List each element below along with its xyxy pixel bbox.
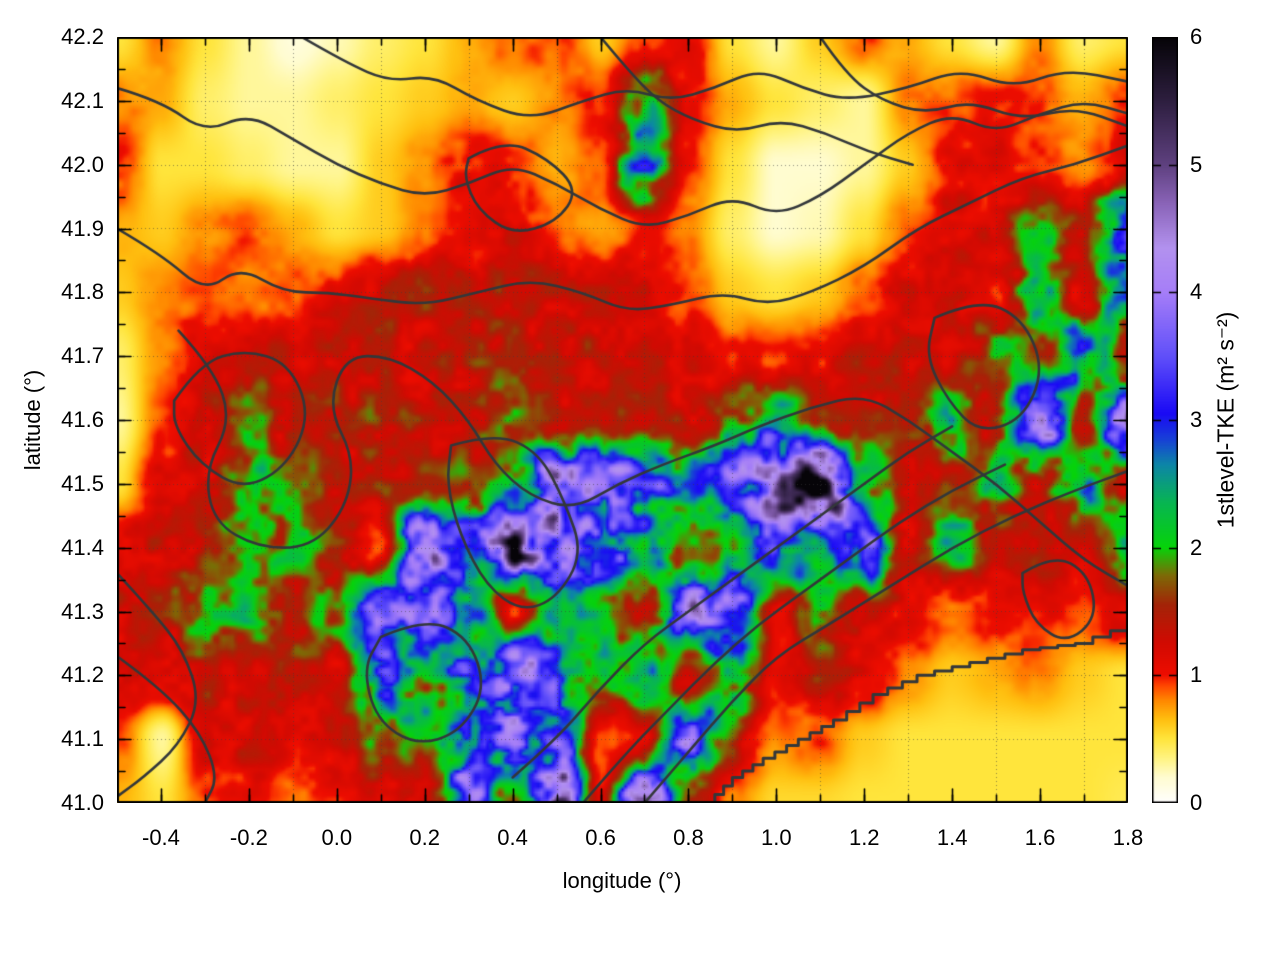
y-tick-label: 42.2: [61, 24, 104, 49]
y-tick-label: 41.6: [61, 407, 104, 432]
x-tick-label: -0.2: [229, 825, 268, 850]
x-tick-label: 0.8: [673, 825, 704, 850]
colorbar-tick-label: 6: [1190, 24, 1203, 49]
y-tick-label: 42.1: [61, 87, 104, 113]
y-tick-label: 41.8: [61, 279, 104, 305]
x-tick-label: 1.6: [1024, 825, 1056, 850]
x-tick-label: -0.4: [141, 825, 180, 850]
colorbar-tick-label: 3: [1190, 407, 1203, 432]
y-axis-label: latitude (°): [20, 369, 45, 471]
tke-heatmap: [117, 37, 1128, 803]
x-tick-label: 0.4: [497, 825, 528, 850]
y-tick-label: 41.4: [61, 534, 104, 560]
y-tick-label: 41.3: [61, 598, 104, 624]
y-tick-label: 41.5: [61, 470, 104, 496]
x-tick-label: 0.0: [321, 825, 353, 850]
colorbar: [1152, 37, 1178, 803]
y-tick-label: 42.0: [61, 151, 104, 177]
colorbar-tick-label: 0: [1190, 790, 1203, 815]
x-tick-label: 1.8: [1112, 825, 1144, 850]
x-tick-label: 1.0: [761, 825, 792, 850]
y-tick-label: 41.2: [61, 662, 104, 688]
colorbar-tick-label: 5: [1190, 151, 1203, 177]
x-tick-label: 1.2: [848, 825, 880, 850]
colorbar-tick-label: 4: [1190, 279, 1203, 305]
colorbar-tick-label: 1: [1190, 662, 1203, 688]
y-tick-label: 41.0: [61, 790, 104, 815]
colorbar-tick-label: 2: [1190, 534, 1203, 560]
x-tick-label: 0.2: [409, 825, 440, 850]
y-tick-label: 41.9: [61, 215, 104, 241]
x-tick-label: 1.4: [936, 825, 968, 850]
y-tick-label: 41.1: [61, 726, 104, 752]
y-tick-label: 41.7: [61, 343, 104, 369]
x-axis-label: longitude (°): [562, 868, 682, 893]
x-tick-label: 0.6: [585, 825, 616, 850]
colorbar-label: 1stlevel-TKE (m² s⁻²): [1212, 311, 1239, 529]
